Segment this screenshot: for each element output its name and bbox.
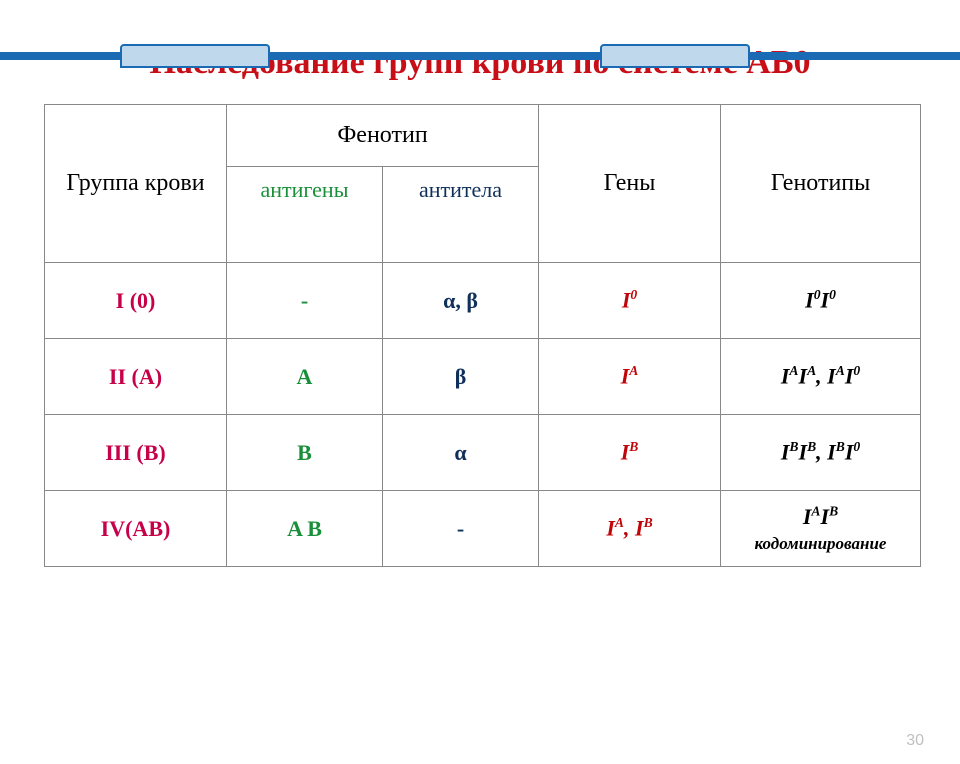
cell-antibody: β — [383, 339, 539, 415]
table-container: Группа крови Фенотип Гены Генотипы антиг… — [0, 104, 960, 567]
table-row: II (A) A β IA IAIA, IAI0 — [45, 339, 921, 415]
hdr-genotypes: Генотипы — [721, 105, 921, 263]
table-row: I (0) - α, β I0 I0I0 — [45, 263, 921, 339]
hdr-antigens: антигены — [227, 167, 383, 263]
cell-genotype: IAIB кодоминирование — [721, 491, 921, 567]
cell-genotype: I0I0 — [721, 263, 921, 339]
cell-gene: IB — [539, 415, 721, 491]
cell-gene: IA, IB — [539, 491, 721, 567]
hdr-phenotype: Фенотип — [227, 105, 539, 167]
top-tab-right — [600, 44, 750, 68]
cell-group: IV(AB) — [45, 491, 227, 567]
cell-antibody: - — [383, 491, 539, 567]
hdr-genes: Гены — [539, 105, 721, 263]
cell-genotype: IBIB, IBI0 — [721, 415, 921, 491]
hdr-antibodies: антитела — [383, 167, 539, 263]
cell-antigen: B — [227, 415, 383, 491]
genotype-note: кодоминирование — [721, 534, 920, 554]
cell-antibody: α, β — [383, 263, 539, 339]
cell-group: I (0) — [45, 263, 227, 339]
hdr-group: Группа крови — [45, 105, 227, 263]
table-row: III (B) B α IB IBIB, IBI0 — [45, 415, 921, 491]
cell-antibody: α — [383, 415, 539, 491]
blood-group-table: Группа крови Фенотип Гены Генотипы антиг… — [44, 104, 921, 567]
table-row: IV(AB) A B - IA, IB IAIB кодоминирование — [45, 491, 921, 567]
cell-antigen: A — [227, 339, 383, 415]
page-number: 30 — [906, 732, 924, 750]
cell-group: III (B) — [45, 415, 227, 491]
cell-gene: IA — [539, 339, 721, 415]
cell-genotype: IAIA, IAI0 — [721, 339, 921, 415]
genotype-value: IAIB — [803, 504, 838, 529]
table-header-row-1: Группа крови Фенотип Гены Генотипы — [45, 105, 921, 167]
cell-antigen: A B — [227, 491, 383, 567]
cell-gene: I0 — [539, 263, 721, 339]
cell-antigen: - — [227, 263, 383, 339]
cell-group: II (A) — [45, 339, 227, 415]
top-tab-left — [120, 44, 270, 68]
